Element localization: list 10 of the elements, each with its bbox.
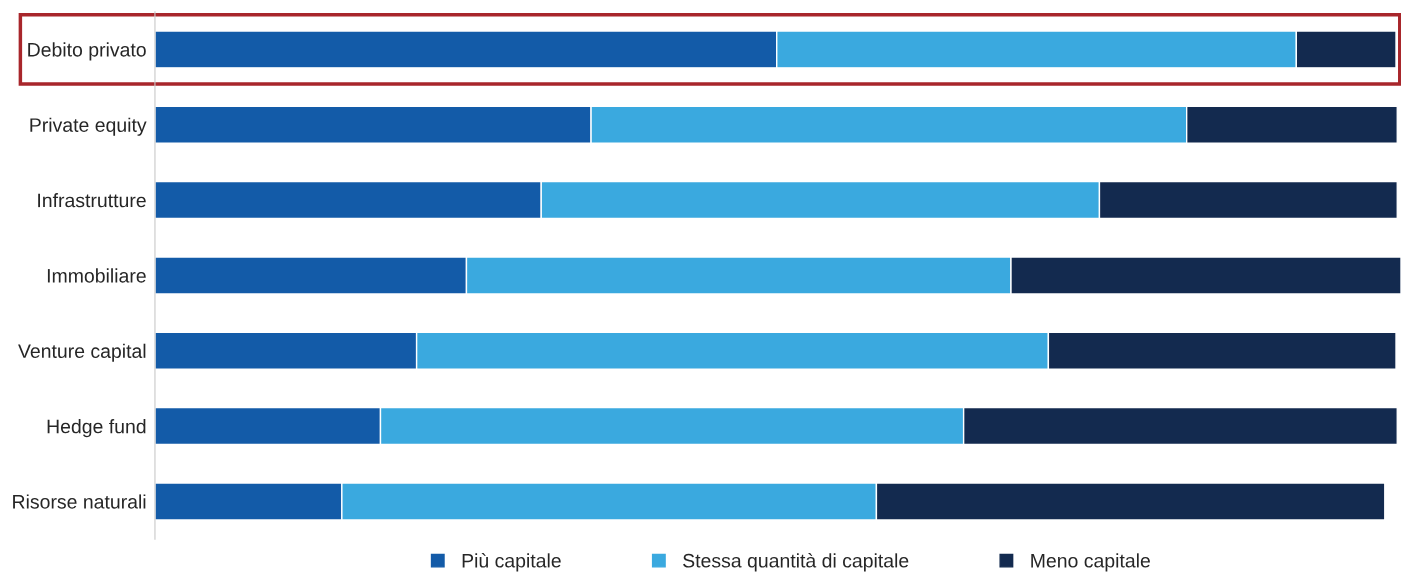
y-tick-label: Venture capital [18, 343, 146, 362]
y-tick-label: Risorse naturali [13, 494, 146, 509]
y-tick-label: Debito privato [28, 42, 146, 61]
legend-label: Più capitale [462, 553, 561, 572]
y-tick-label: Private equity [30, 117, 147, 136]
legend-label: Stessa quantità di capitale [683, 553, 909, 572]
y-tick-label: Hedge fund [47, 419, 146, 438]
legend-label: Meno capitale [1031, 553, 1150, 572]
y-tick-label: Infrastrutture [38, 193, 146, 208]
y-tick-label: Immobiliare [47, 268, 146, 283]
